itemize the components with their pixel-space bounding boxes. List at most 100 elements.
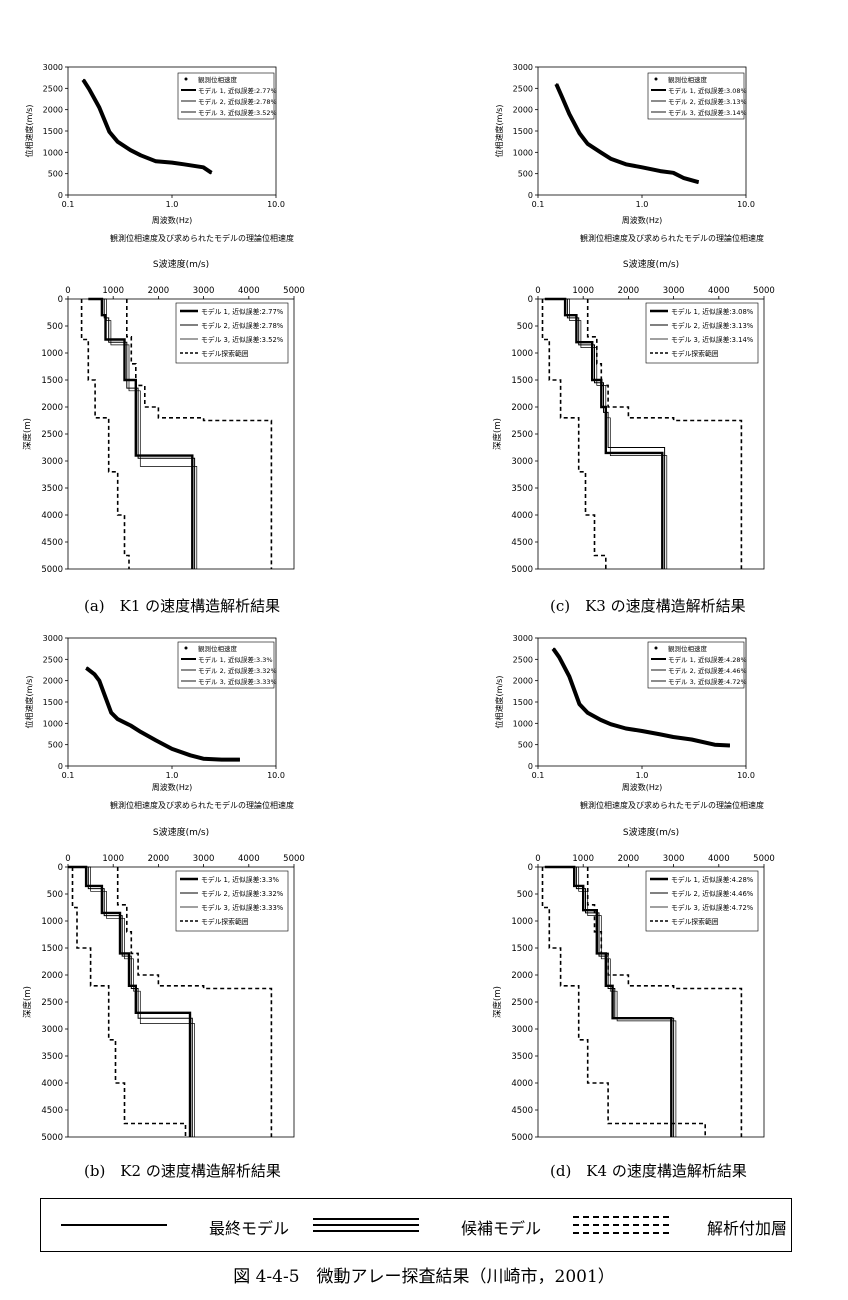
- vs-legend-label-0: モデル 1, 近似誤差:2.77%: [201, 307, 284, 316]
- vs-model-2-line-k1: [90, 298, 196, 569]
- y-axis-label: 位相速度(m/s): [24, 676, 34, 729]
- legend-marker-observed: [184, 77, 188, 81]
- y-tick-label: 0: [528, 295, 533, 305]
- x-tick-label: 1000: [102, 854, 124, 864]
- vs-legend-label-2: モデル 3, 近似誤差:3.14%: [671, 335, 754, 344]
- y-tick-label: 2000: [511, 403, 533, 413]
- legend-candidate-model: 候補モデル: [311, 1199, 551, 1251]
- y-axis-label: 深度(m): [22, 418, 33, 450]
- y-tick-label: 3000: [43, 634, 63, 643]
- vs-legend-label-1: モデル 2, 近似誤差:4.46%: [671, 889, 754, 898]
- y-tick-label: 3000: [511, 1025, 533, 1035]
- y-tick-label: 500: [48, 741, 63, 750]
- y-tick-label: 5000: [41, 565, 63, 575]
- y-tick-label: 5000: [511, 1133, 533, 1143]
- y-tick-label: 2000: [513, 677, 533, 686]
- phase-caption: 観測位相速度及び求められたモデルの理論位相速度: [110, 800, 294, 810]
- phase-legend-label-2: モデル 2, 近似誤差:3.13%: [668, 97, 747, 106]
- y-tick-label: 1500: [511, 944, 533, 954]
- y-tick-label: 3000: [41, 1025, 63, 1035]
- y-tick-label: 2500: [41, 998, 63, 1008]
- y-tick-label: 1000: [511, 349, 533, 359]
- caption-k3: (c) K3 の速度構造解析結果: [550, 597, 746, 615]
- vs-legend-label-3: モデル探索範囲: [671, 349, 719, 358]
- vs-model-2-line-k2: [68, 866, 193, 1137]
- y-tick-label: 500: [517, 890, 533, 900]
- y-axis-label: 深度(m): [22, 986, 33, 1018]
- x-tick-label: 2000: [618, 854, 640, 864]
- x-tick-label: 1000: [572, 286, 594, 296]
- phase-caption: 観測位相速度及び求められたモデルの理論位相速度: [580, 233, 764, 243]
- legend-marker-observed: [654, 77, 658, 81]
- vs-legend-box: [175, 870, 289, 932]
- phase-legend-label-0: 観測位相速度: [198, 644, 238, 653]
- search-range-min-line-k2: [71, 867, 187, 1137]
- panel-k4: 0 500 1000 1500 2000 2500 3000 0.1 1.0 10.0 周波数(Hz…: [470, 625, 848, 1195]
- x-tick-label: 10.0: [267, 771, 285, 780]
- phase-chart-k3: 0 500 1000 1500 2000 2500 3000 0.1 1.0 10.0 周波数(Hz…: [494, 63, 764, 243]
- y-tick-label: 1500: [43, 127, 63, 136]
- y-tick-label: 1500: [43, 698, 63, 707]
- x-tick-label: 1000: [102, 286, 124, 296]
- search-range-max-line-k4: [586, 867, 743, 1137]
- x-tick-label: 10.0: [737, 200, 755, 209]
- y-tick-label: 3000: [511, 457, 533, 467]
- y-tick-label: 1000: [513, 719, 533, 728]
- phase-legend-box: [177, 641, 275, 689]
- model-3-phase-line-k4: [552, 647, 730, 746]
- vs-model-1-line-k3: [544, 297, 664, 569]
- vs-legend-label-3: モデル探索範囲: [201, 917, 249, 926]
- y-tick-label: 3000: [41, 457, 63, 467]
- phase-legend-label-1: モデル 1, 近似誤差:3.3%: [198, 655, 273, 664]
- y-tick-label: 4000: [41, 511, 63, 521]
- legend-final-model: 最終モデル: [59, 1199, 289, 1251]
- final-model-line-icon: [61, 1224, 167, 1226]
- x-axis-label: 周波数(Hz): [152, 782, 192, 792]
- x-tick-label: 10.0: [737, 771, 755, 780]
- phase-caption: 観測位相速度及び求められたモデルの理論位相速度: [580, 800, 764, 810]
- x-tick-label: 4000: [238, 286, 260, 296]
- search-range-max-line-k2: [116, 867, 273, 1137]
- x-tick-label: 2000: [148, 854, 170, 864]
- legend-marker-observed: [654, 646, 658, 650]
- x-tick-label: 0: [535, 286, 540, 296]
- vs-legend-label-0: モデル 1, 近似誤差:3.3%: [201, 875, 279, 884]
- phase-legend-label-3: モデル 3, 近似誤差:4.72%: [668, 677, 747, 686]
- x-tick-label: 1.0: [636, 771, 649, 780]
- x-tick-label: 0: [65, 854, 70, 864]
- y-tick-label: 5000: [41, 1133, 63, 1143]
- y-tick-label: 2000: [43, 677, 63, 686]
- x-tick-label: 5000: [753, 286, 775, 296]
- y-axis-label: 深度(m): [492, 418, 503, 450]
- vs-model-3-line-k4: [544, 866, 677, 1137]
- phase-legend-label-2: モデル 2, 近似誤差:4.46%: [668, 666, 747, 675]
- y-tick-label: 3500: [41, 484, 63, 494]
- x-tick-label: 0.1: [62, 200, 75, 209]
- legend-added-layer-label: 解析付加層: [707, 1219, 788, 1238]
- vs-title: S波速度(m/s): [623, 258, 679, 270]
- vs-chart-k2: S波速度(m/s) 0 1000 2000 3000 4000 5000 0 500 1000 15…: [22, 826, 305, 1143]
- y-tick-label: 3000: [43, 63, 63, 72]
- vs-legend-label-2: モデル 3, 近似誤差:3.52%: [201, 335, 284, 344]
- y-axis-label: 位相速度(m/s): [494, 676, 504, 729]
- x-tick-label: 0.1: [532, 200, 545, 209]
- candidate-model-line-icon: [313, 1218, 419, 1232]
- phase-legend-label-3: モデル 3, 近似誤差:3.33%: [198, 677, 277, 686]
- x-tick-label: 0.1: [532, 771, 545, 780]
- x-tick-label: 0.1: [62, 771, 75, 780]
- y-tick-label: 500: [517, 322, 533, 332]
- y-tick-label: 4000: [511, 511, 533, 521]
- y-tick-label: 4500: [41, 538, 63, 548]
- added-layer-line-icon: [573, 1216, 669, 1234]
- phase-legend-label-2: モデル 2, 近似誤差:3.32%: [198, 666, 277, 675]
- legend-added-layer: 解析付加層: [571, 1199, 791, 1251]
- y-tick-label: 0: [528, 762, 533, 771]
- vs-legend-box: [175, 302, 289, 364]
- caption-k2: (b) K2 の速度構造解析結果: [84, 1162, 281, 1180]
- y-tick-label: 2000: [43, 106, 63, 115]
- vs-legend-label-1: モデル 2, 近似誤差:3.32%: [201, 889, 284, 898]
- model-3-phase-line-k1: [82, 78, 212, 173]
- vs-legend-label-1: モデル 2, 近似誤差:3.13%: [671, 321, 754, 330]
- x-tick-label: 2000: [148, 286, 170, 296]
- y-tick-label: 2500: [41, 430, 63, 440]
